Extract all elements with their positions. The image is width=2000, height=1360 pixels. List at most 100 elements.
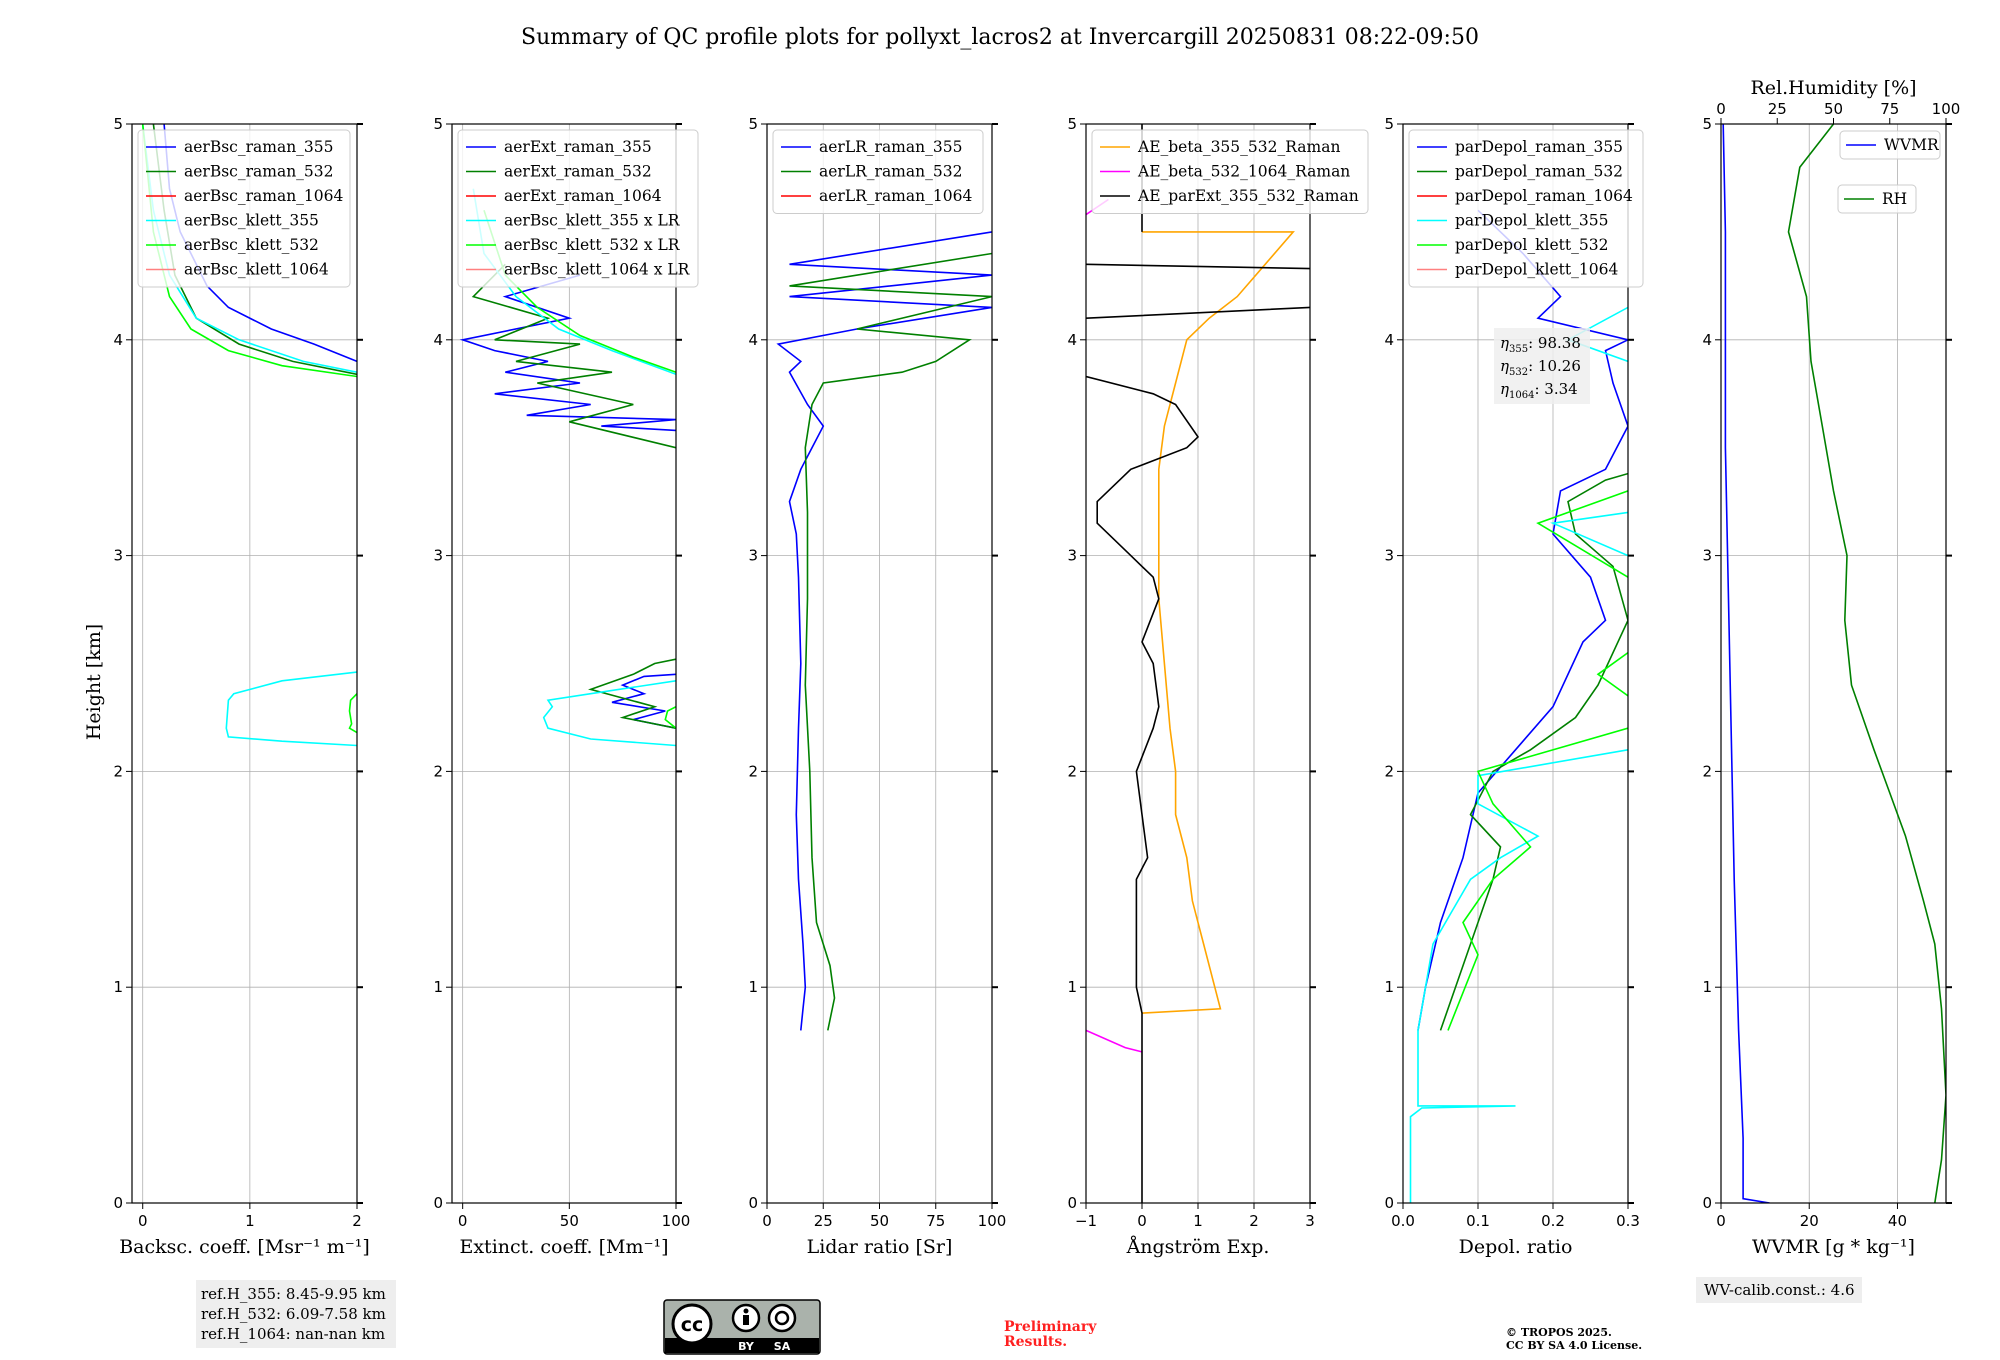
series-line-aerLR_raman_355 [776, 231, 992, 1031]
top-tick-label: 25 [1768, 100, 1787, 118]
series-line-aerExt_raman_532 [471, 263, 676, 729]
legend-label: aerBsc_raman_355 [184, 138, 334, 156]
ref-line-2: ref.H_532: 6.09-7.58 km [201, 1305, 386, 1323]
y-tick-label: 3 [748, 547, 758, 565]
y-tick-label: 5 [113, 115, 123, 133]
eta-box: η355: 98.38 η532: 10.26 η1064: 3.34 [1494, 328, 1590, 404]
x-axis-label: WVMR [g * kg⁻¹] [1752, 1236, 1915, 1258]
x-tick-label: 0.0 [1391, 1212, 1415, 1230]
eta-value-2: : 10.26 [1528, 357, 1581, 375]
legend-label: aerLR_raman_1064 [819, 187, 972, 205]
legend-box [772, 129, 984, 214]
panel-depolarization: 0.0 0.1 0.2 0.3 0 1 2 3 4 5 Depol. ratio parDepol_r… [1384, 115, 1644, 1258]
preliminary-line-1: Preliminary [1004, 1319, 1097, 1335]
y-tick-label: 0 [1702, 1194, 1712, 1212]
x-tick-label: 1 [245, 1212, 255, 1230]
panel-backscatter: 0 1 2 0 1 2 3 4 5 Backsc. coeff. [Msr⁻¹ m⁻¹] aerBs… [113, 115, 369, 1258]
series-line-aerLR_raman_532 [789, 252, 992, 1031]
series-line-WVMR [1722, 124, 1770, 1203]
top-tick-label: 100 [1932, 100, 1961, 118]
svg-text:η355: 98.38: η355: 98.38 [1500, 334, 1581, 355]
y-tick-label: 1 [113, 978, 123, 996]
x-tick-label: 0.3 [1616, 1212, 1640, 1230]
eta-sub-2: 532 [1509, 367, 1528, 378]
eta-sub-1: 355 [1509, 344, 1528, 355]
y-tick-label: 5 [1384, 115, 1394, 133]
series-line-parDepol_raman_355 [1417, 209, 1628, 1031]
y-tick-label: 4 [1702, 331, 1712, 349]
legend-label: RH [1882, 190, 1907, 208]
x-tick-label: 100 [978, 1212, 1007, 1230]
x-tick-label: 75 [926, 1212, 945, 1230]
eta-value-1: : 98.38 [1528, 334, 1581, 352]
legend-label: aerBsc_klett_355 [184, 212, 319, 230]
y-tick-label: 2 [113, 762, 123, 780]
legend-label: parDepol_raman_532 [1455, 163, 1623, 181]
legend-label: aerExt_raman_1064 [504, 187, 662, 205]
legend-label: parDepol_klett_532 [1455, 236, 1608, 254]
x-tick-label: −1 [1075, 1212, 1097, 1230]
y-tick-label: 5 [1702, 115, 1712, 133]
y-tick-label: 3 [1384, 547, 1394, 565]
by-text: BY [738, 1340, 755, 1353]
y-tick-label: 3 [1067, 547, 1077, 565]
y-tick-label: 2 [1067, 762, 1077, 780]
eta-sub-3: 1064 [1509, 390, 1534, 401]
legend-box [137, 129, 351, 288]
x-tick-label: 0.2 [1541, 1212, 1565, 1230]
y-tick-label: 0 [1384, 1194, 1394, 1212]
legend-label: parDepol_raman_355 [1455, 138, 1623, 156]
y-tick-label: 1 [1702, 978, 1712, 996]
series-line-AE_beta_532_1064_Raman [1086, 198, 1143, 1053]
x-tick-label: 1 [1193, 1212, 1203, 1230]
legend-label: aerLR_raman_355 [819, 138, 962, 156]
series-line-parDepol_raman_532 [1439, 472, 1628, 1031]
y-tick-label: 4 [113, 331, 123, 349]
x-axis-label: Extinct. coeff. [Mm⁻¹] [459, 1236, 668, 1258]
legend-label: aerBsc_klett_1064 x LR [504, 261, 691, 279]
x-tick-label: 2 [1249, 1212, 1259, 1230]
legend-label: AE_parExt_355_532_Raman [1137, 187, 1359, 205]
series-line-AE_beta_355_532_Raman [1141, 231, 1295, 1014]
x-tick-label: 0 [1716, 1212, 1726, 1230]
axes-frame [131, 123, 358, 1204]
series-line-AE_parExt_355_532_Raman [1086, 124, 1310, 1203]
legend-label: aerLR_raman_532 [819, 163, 962, 181]
legend-label: aerBsc_klett_532 x LR [504, 236, 681, 254]
legend-label: WVMR [1884, 136, 1940, 154]
figure-title: Summary of QC profile plots for pollyxt_… [521, 25, 1479, 50]
y-tick-label: 1 [1384, 978, 1394, 996]
x-tick-label: 0 [762, 1212, 772, 1230]
y-tick-label: 4 [433, 331, 443, 349]
panel-extinction: 0 50 100 0 1 2 3 4 5 Extinct. coeff. [Mm⁻¹] aerExt… [433, 115, 699, 1258]
legend-label: parDepol_klett_355 [1455, 212, 1608, 230]
x-tick-label: 50 [870, 1212, 889, 1230]
legend-box [1091, 129, 1369, 214]
legend-label: aerBsc_klett_532 [184, 236, 319, 254]
svg-text:η532: 10.26: η532: 10.26 [1500, 357, 1581, 378]
sa-text: SA [774, 1340, 791, 1353]
series-line-parDepol_klett_355 [1409, 306, 1628, 1203]
x-tick-label: 40 [1888, 1212, 1907, 1230]
eta-label-2: η [1500, 357, 1509, 375]
y-tick-label: 3 [1702, 547, 1712, 565]
y-tick-label: 4 [1384, 331, 1394, 349]
y-tick-label: 0 [433, 1194, 443, 1212]
axes-frame [451, 123, 677, 1204]
x-axis-label: Lidar ratio [Sr] [807, 1236, 953, 1258]
panel-water_vapor: 0 20 40 0 1 2 3 4 5 WVMR [g * kg⁻¹] 0 25 50 75 100 Rel.… [1702, 77, 1960, 1258]
legend-box [1837, 184, 1917, 214]
legend-label: aerBsc_klett_1064 [184, 261, 329, 279]
x-tick-label: 2 [352, 1212, 362, 1230]
y-axis-label: Height [km] [83, 624, 105, 740]
sa-share-icon [767, 1303, 797, 1333]
y-tick-label: 2 [748, 762, 758, 780]
eta-label-3: η [1500, 380, 1509, 398]
series-line-parDepol_klett_532 [1447, 490, 1628, 1031]
legend-label: AE_beta_355_532_Raman [1137, 138, 1340, 156]
y-tick-label: 1 [748, 978, 758, 996]
x-tick-label: 100 [662, 1212, 691, 1230]
y-tick-label: 4 [1067, 331, 1077, 349]
y-tick-label: 5 [748, 115, 758, 133]
